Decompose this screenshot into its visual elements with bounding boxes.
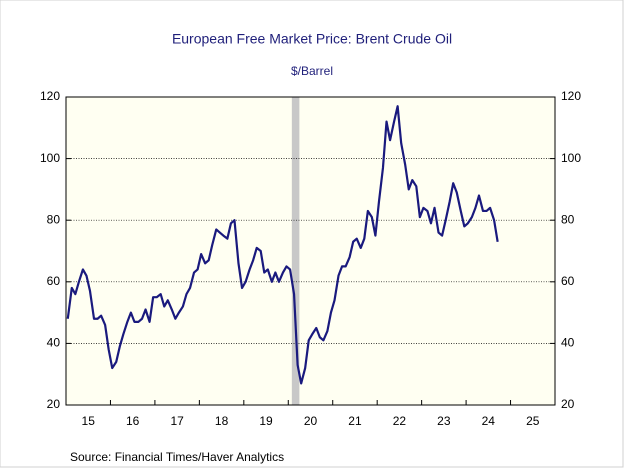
y2-tick-label: 100 [561, 151, 581, 165]
data-line [66, 105, 499, 385]
chart-subtitle: $/Barrel [291, 64, 333, 78]
y2-tick-label: 80 [561, 212, 575, 226]
y2-tick-label: 40 [561, 336, 575, 350]
chart-title: European Free Market Price: Brent Crude … [172, 31, 452, 47]
x-tick-label: 15 [82, 414, 96, 428]
y-tick-label: 60 [47, 274, 61, 288]
x-tick-label: 20 [304, 414, 318, 428]
y-tick-label: 100 [40, 151, 60, 165]
x-tick-label: 24 [482, 414, 496, 428]
y2-tick-label: 20 [561, 397, 575, 411]
x-tick-label: 22 [393, 414, 407, 428]
x-tick-label: 21 [348, 414, 362, 428]
plot-border [65, 96, 556, 406]
y-tick-label: 20 [47, 397, 61, 411]
y-tick-label: 40 [47, 336, 61, 350]
source-note: Source: Financial Times/Haver Analytics [70, 450, 284, 464]
y2-tick-label: 60 [561, 274, 575, 288]
x-tick-label: 19 [259, 414, 273, 428]
recession-shading [291, 97, 300, 405]
x-tick-label: 25 [526, 414, 540, 428]
x-tick-label: 18 [215, 414, 229, 428]
y-tick-label: 80 [47, 212, 61, 226]
x-tick-label: 17 [170, 414, 184, 428]
x-tick-label: 23 [437, 414, 451, 428]
plot-area [66, 97, 555, 405]
y2-tick-label: 120 [561, 89, 581, 103]
x-tick-label: 16 [126, 414, 140, 428]
y-tick-label: 120 [40, 89, 60, 103]
